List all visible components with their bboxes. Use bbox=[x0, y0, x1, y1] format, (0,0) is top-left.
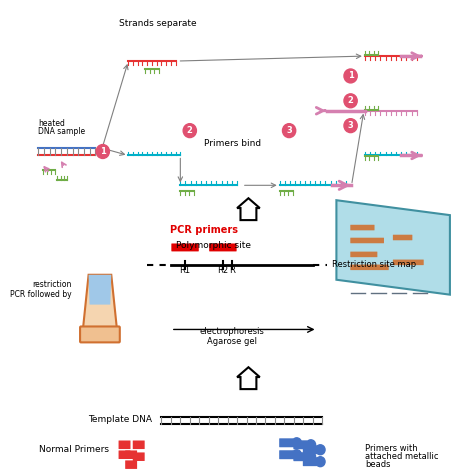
Text: electrophoresis: electrophoresis bbox=[200, 328, 265, 337]
Polygon shape bbox=[237, 367, 260, 389]
FancyBboxPatch shape bbox=[133, 452, 145, 461]
Text: attached metallic: attached metallic bbox=[365, 452, 438, 461]
Circle shape bbox=[344, 69, 357, 83]
FancyBboxPatch shape bbox=[125, 450, 137, 459]
Text: 3: 3 bbox=[286, 126, 292, 135]
Text: R1: R1 bbox=[180, 266, 191, 275]
Text: R: R bbox=[229, 266, 235, 275]
FancyBboxPatch shape bbox=[279, 438, 293, 447]
Circle shape bbox=[306, 452, 316, 462]
FancyBboxPatch shape bbox=[118, 440, 130, 449]
Circle shape bbox=[316, 445, 325, 455]
Text: restriction: restriction bbox=[32, 280, 72, 289]
Text: heated: heated bbox=[38, 118, 65, 128]
FancyBboxPatch shape bbox=[293, 452, 308, 461]
Text: 3: 3 bbox=[348, 121, 354, 130]
Text: 1: 1 bbox=[347, 72, 354, 81]
Polygon shape bbox=[83, 275, 117, 329]
Text: DNA sample: DNA sample bbox=[38, 127, 86, 136]
Circle shape bbox=[344, 94, 357, 108]
Text: 1: 1 bbox=[100, 147, 106, 156]
FancyBboxPatch shape bbox=[393, 235, 412, 240]
Circle shape bbox=[283, 124, 296, 137]
FancyBboxPatch shape bbox=[350, 252, 377, 257]
Circle shape bbox=[183, 124, 196, 137]
FancyBboxPatch shape bbox=[303, 445, 317, 454]
FancyBboxPatch shape bbox=[80, 327, 120, 342]
FancyBboxPatch shape bbox=[350, 237, 384, 243]
Circle shape bbox=[292, 438, 301, 448]
Text: Strands separate: Strands separate bbox=[119, 19, 197, 28]
Text: PCR primers: PCR primers bbox=[170, 225, 238, 235]
Text: Polymorphic site: Polymorphic site bbox=[176, 241, 251, 250]
Text: 2: 2 bbox=[187, 126, 193, 135]
Text: beads: beads bbox=[365, 460, 390, 469]
Circle shape bbox=[316, 457, 325, 466]
FancyBboxPatch shape bbox=[279, 450, 293, 459]
Text: Primers with: Primers with bbox=[365, 444, 418, 453]
Text: PCR followed by: PCR followed by bbox=[10, 290, 72, 299]
Text: Restriction site map: Restriction site map bbox=[332, 260, 416, 269]
Polygon shape bbox=[237, 198, 260, 220]
Polygon shape bbox=[89, 275, 111, 305]
FancyBboxPatch shape bbox=[393, 260, 424, 265]
Text: Agarose gel: Agarose gel bbox=[207, 337, 257, 346]
FancyBboxPatch shape bbox=[209, 244, 237, 251]
FancyBboxPatch shape bbox=[350, 264, 389, 270]
FancyBboxPatch shape bbox=[350, 225, 374, 230]
FancyBboxPatch shape bbox=[171, 244, 199, 251]
FancyBboxPatch shape bbox=[303, 457, 317, 466]
Text: Primers bind: Primers bind bbox=[204, 138, 261, 147]
Circle shape bbox=[344, 118, 357, 133]
Text: Normal Primers: Normal Primers bbox=[39, 445, 109, 454]
FancyBboxPatch shape bbox=[133, 440, 145, 449]
Polygon shape bbox=[337, 200, 450, 295]
Text: Template DNA: Template DNA bbox=[88, 415, 152, 424]
FancyBboxPatch shape bbox=[293, 440, 308, 449]
Text: R2: R2 bbox=[218, 266, 228, 275]
Circle shape bbox=[292, 450, 301, 460]
FancyBboxPatch shape bbox=[125, 460, 137, 469]
Circle shape bbox=[96, 145, 109, 158]
Text: 2: 2 bbox=[347, 96, 354, 105]
FancyBboxPatch shape bbox=[118, 450, 130, 459]
Circle shape bbox=[306, 440, 316, 450]
